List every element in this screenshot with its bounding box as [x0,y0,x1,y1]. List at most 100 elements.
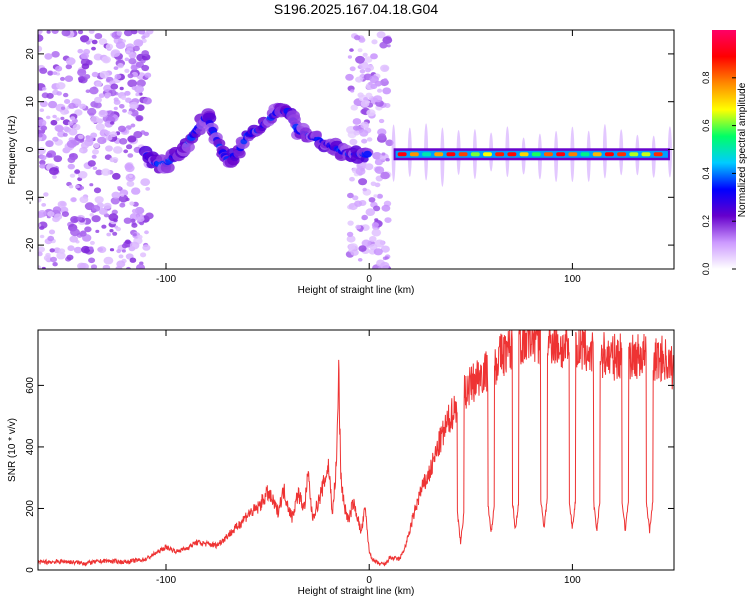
noise-column-speck [347,220,354,226]
noise-column-speck [359,69,366,74]
noise-column-speck [352,195,359,201]
noise-region-speck [56,82,66,90]
noise-region-speck [113,97,119,102]
noise-region-speck [79,186,85,190]
noise-region-speck [121,249,126,253]
noise-column-speck [361,214,369,221]
colorbar-tick-label: 0.4 [701,167,711,180]
noise-column-speck [358,178,368,186]
noise-column-speck [361,239,371,247]
noise-column-speck [376,193,383,199]
noise-region-speck [38,34,44,42]
carrier-line-core [422,152,432,157]
noise-region-speck [131,187,141,195]
noise-region-speck [66,139,77,148]
noise-column-speck [371,39,378,45]
noise-column-speck [368,197,376,203]
noise-column-speck [362,52,368,57]
noise-region-speck [93,187,102,194]
carrier-line-core [604,152,614,157]
noise-column-speck [373,194,378,198]
signal-track-halo [160,162,175,174]
noise-region-speck [141,50,149,57]
noise-column-speck [354,200,363,207]
noise-region-speck [77,171,88,179]
noise-region-speck [80,52,90,60]
noise-region-speck [126,144,133,150]
noise-region-speck [118,125,126,132]
noise-column-speck [386,44,391,48]
carrier-line-core [495,152,505,157]
noise-column-speck [383,78,388,82]
noise-region-speck [51,51,60,58]
noise-column-speck [355,224,362,230]
noise-region-speck [93,102,102,109]
noise-region-speck [39,234,45,239]
noise-column-speck [369,236,377,242]
noise-column-speck [349,66,356,72]
noise-region-speck [73,246,83,254]
noise-region-speck [47,70,54,76]
noise-region-speck [38,197,42,203]
noise-region-speck [94,96,102,104]
noise-region-speck [88,257,96,264]
noise-column-speck [346,235,356,243]
noise-region-speck [111,157,119,163]
noise-column-speck [380,245,390,253]
noise-region-speck [123,217,132,224]
carrier-line-core [507,152,517,157]
noise-region-speck [49,248,55,253]
noise-region-speck [91,39,98,45]
signal-track-halo [202,112,217,124]
noise-region-speck [56,91,62,96]
noise-region-speck [79,196,89,204]
colorbar-label: Normalized spectral amplitude [737,82,748,217]
carrier-line-core [446,152,456,157]
noise-column-speck [382,36,393,44]
noise-region-speck [120,193,125,197]
noise-region-speck [110,197,120,205]
noise-column-speck [384,256,389,260]
carrier-line-core [519,152,529,157]
noise-column-speck [380,261,390,269]
noise-region-speck [110,121,115,125]
noise-region-speck [142,244,151,251]
noise-region-speck [135,115,144,122]
signal-track-core [363,150,372,158]
noise-region-speck [92,149,99,155]
noise-column-speck [374,166,385,174]
noise-region-speck [84,226,92,233]
noise-column-speck [347,55,352,59]
carrier-line-core [458,152,468,157]
noise-column-speck [373,205,381,212]
noise-region-speck [67,121,74,126]
noise-region-speck [132,233,137,237]
noise-column-speck [370,181,377,187]
noise-column-speck [384,217,392,224]
noise-column-speck [353,130,360,136]
noise-column-speck [370,53,378,60]
noise-region-speck [89,213,94,217]
noise-region-speck [62,132,68,137]
noise-column-speck [354,35,361,41]
noise-region-speck [49,167,59,176]
y-tick-label: -10 [25,190,36,205]
x-tick-label: -100 [156,575,176,586]
carrier-line-core [470,152,480,157]
noise-region-speck [52,114,57,119]
carrier-line-core [641,152,651,157]
noise-region-speck [89,86,99,95]
noise-region-speck [118,194,129,203]
noise-region-speck [105,135,113,141]
noise-region-speck [124,163,133,170]
noise-region-speck [136,79,146,87]
noise-region-speck [118,254,124,259]
noise-region-speck [142,97,152,105]
y-tick-label: 0 [25,567,36,573]
noise-region-speck [129,201,135,206]
noise-region-speck [39,67,48,74]
colorbar: 0.0 0.2 0.4 0.6 0.8 Normalized spectral ampl… [701,30,748,275]
noise-region-speck [39,163,46,169]
